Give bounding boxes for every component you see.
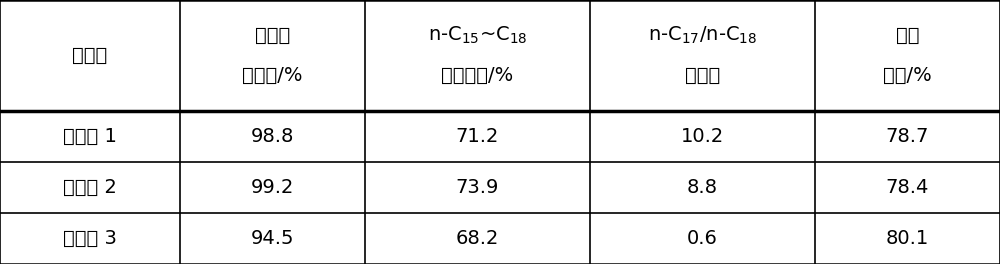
Text: 78.4: 78.4 [886, 178, 929, 197]
Text: 73.9: 73.9 [456, 178, 499, 197]
Text: 78.7: 78.7 [886, 127, 929, 146]
Text: 实施例 3: 实施例 3 [63, 229, 117, 248]
Text: 71.2: 71.2 [456, 127, 499, 146]
Text: 94.5: 94.5 [251, 229, 294, 248]
Text: 8.8: 8.8 [687, 178, 718, 197]
Text: 实施例: 实施例 [72, 46, 108, 65]
Text: 99.2: 99.2 [251, 178, 294, 197]
Text: 总选择性/%: 总选择性/% [441, 66, 514, 85]
Text: n-C$_{15}$~C$_{18}$: n-C$_{15}$~C$_{18}$ [428, 25, 527, 46]
Text: 80.1: 80.1 [886, 229, 929, 248]
Text: 摸尔比: 摸尔比 [685, 66, 720, 85]
Text: 68.2: 68.2 [456, 229, 499, 248]
Text: 收率/%: 收率/% [883, 66, 932, 85]
Text: 大豆油: 大豆油 [255, 26, 290, 45]
Text: 0.6: 0.6 [687, 229, 718, 248]
Text: n-C$_{17}$/n-C$_{18}$: n-C$_{17}$/n-C$_{18}$ [648, 25, 757, 46]
Text: 油品: 油品 [896, 26, 919, 45]
Text: 98.8: 98.8 [251, 127, 294, 146]
Text: 转化率/%: 转化率/% [242, 66, 303, 85]
Text: 10.2: 10.2 [681, 127, 724, 146]
Text: 实施例 1: 实施例 1 [63, 127, 117, 146]
Text: 实施例 2: 实施例 2 [63, 178, 117, 197]
